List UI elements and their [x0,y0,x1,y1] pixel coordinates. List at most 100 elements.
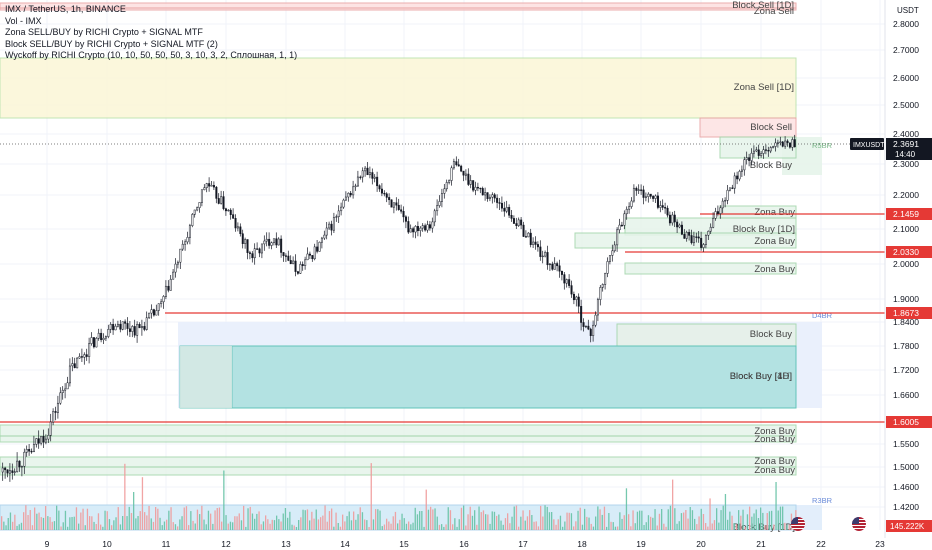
candle [664,207,667,209]
candle [28,449,31,452]
volume-bar [1,516,3,530]
candle [702,244,705,248]
volume-bar [768,511,771,530]
volume-bar [691,510,694,530]
volume-bar [86,508,89,530]
volume-bar [12,521,14,530]
zone-label-4: Block Buy [750,160,792,171]
volume-bar [410,524,412,530]
volume-bar [625,488,628,530]
candle [316,246,319,252]
candle [582,322,585,327]
wyckoff-label-1: D4BR [812,311,833,320]
volume-bar [172,522,174,530]
candle [392,202,395,208]
volume-bar [595,516,597,530]
candle [534,241,537,245]
candle [23,451,26,467]
candle [133,326,136,336]
zone-13 [0,435,797,443]
volume-bar [148,505,150,530]
volume-bar [284,508,287,530]
volume-bar [31,525,34,530]
volume-bar [315,509,317,530]
candle [512,218,515,224]
time-tick-1: 10 [102,539,112,549]
volume-bar [531,515,533,530]
candle [764,149,767,151]
candle [354,185,357,188]
candle [659,205,662,208]
candle [788,142,791,148]
candle [572,293,575,301]
candle [344,196,347,201]
volume-bar [320,517,322,530]
volume-bar [786,524,788,530]
volume-bar [7,518,9,530]
candle [464,173,467,176]
volume-bar [482,510,485,530]
candle [491,194,494,198]
candle [637,189,640,191]
volume-bar [218,507,221,530]
candle [140,326,143,329]
candle [13,471,16,473]
zone-15 [0,466,797,476]
candle [116,323,119,327]
candle [676,221,679,228]
volume-bar [210,513,212,530]
candle [440,193,443,202]
volume-bar [643,525,645,530]
volume-bar [524,520,526,530]
candle [776,142,779,144]
volume-bar [394,511,397,530]
candle [210,185,213,187]
volume-bar [188,525,190,530]
volume-bar [749,506,751,530]
volume-bar [782,506,784,530]
candle [649,193,652,197]
volume-bar [592,526,595,530]
volume-bar [25,505,27,530]
volume-bar [744,526,746,530]
volume-bar [491,511,493,530]
volume-bar [584,508,586,530]
candle [282,252,285,257]
volume-bar [678,521,680,530]
zone-label-12: Zona Buy [754,426,795,437]
us-flag-icon[interactable] [791,517,805,531]
volume-bar [64,510,67,530]
symbol-badge-text: IMXUSDT [853,142,885,149]
candle [419,227,422,231]
candle [781,141,784,147]
candle [284,255,287,257]
candle [428,224,431,229]
volume-bar [60,526,62,530]
volume-bar [335,512,337,530]
candle [128,328,131,332]
candle [95,338,98,348]
candle [92,337,95,348]
volume-bar [386,518,388,530]
candle [83,354,86,358]
zone-label-10: Block Buy [1D] [730,371,792,382]
volume-bar [476,524,478,530]
candle [618,224,621,231]
volume-bar [311,511,313,530]
candle [707,230,710,236]
volume-bar [108,519,111,530]
candle [486,192,489,199]
candle [368,172,371,176]
time-tick-8: 17 [518,539,528,549]
candle [167,285,170,291]
candle [196,207,199,211]
volume-bar [155,507,157,530]
candle [332,217,335,231]
candle [450,167,453,181]
candle [289,260,292,265]
candle [589,328,592,336]
candle [16,460,19,472]
us-flag-icon[interactable] [852,517,866,531]
candle [208,183,211,187]
